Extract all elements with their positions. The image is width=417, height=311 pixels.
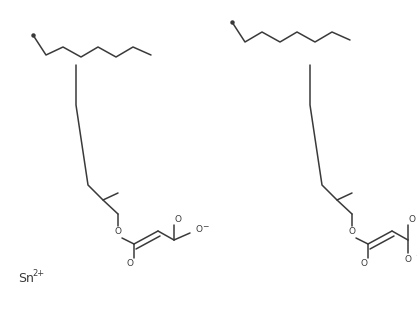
Text: 2+: 2+ (32, 270, 44, 278)
Text: −: − (415, 252, 417, 261)
Text: O: O (115, 228, 121, 236)
Text: O: O (404, 254, 412, 263)
Text: O: O (126, 259, 133, 268)
Text: O: O (196, 225, 203, 234)
Text: O: O (349, 228, 356, 236)
Text: O: O (361, 259, 367, 268)
Text: O: O (409, 216, 415, 225)
Text: −: − (202, 222, 208, 231)
Text: O: O (174, 216, 181, 225)
Text: Sn: Sn (18, 272, 34, 285)
